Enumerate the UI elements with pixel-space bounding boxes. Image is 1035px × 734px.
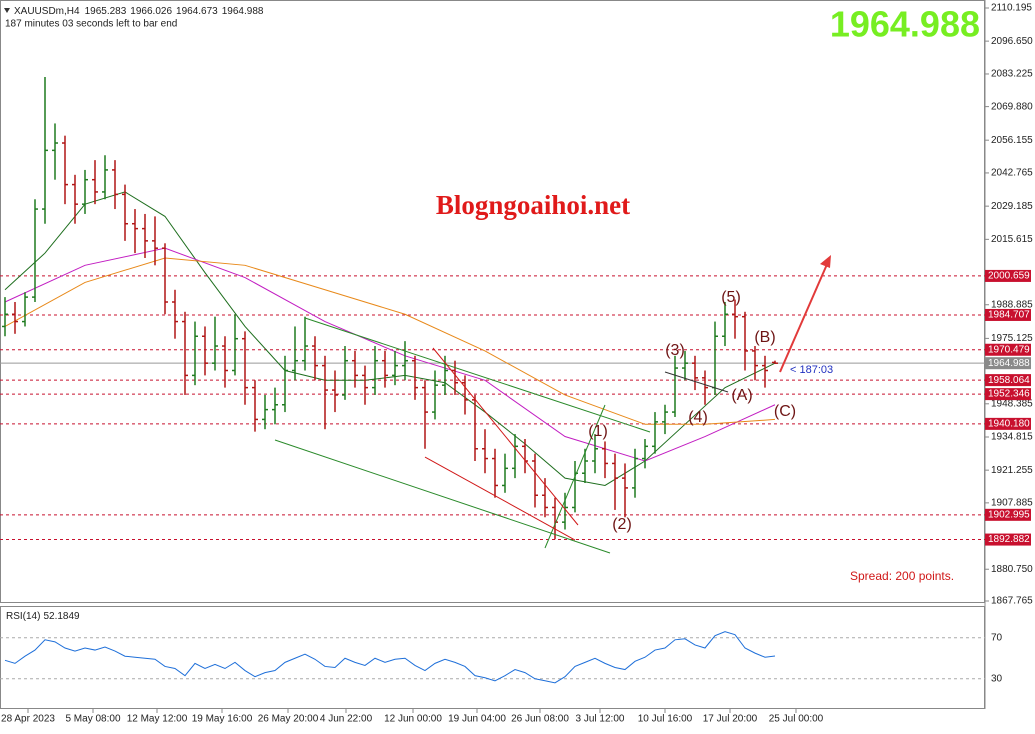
level-label: 1984.707	[988, 310, 1030, 321]
y-tick-label: 2029.185	[991, 201, 1033, 212]
annotations	[274, 255, 831, 554]
wave-label: (4)	[688, 409, 708, 426]
level-label-bg	[985, 417, 1031, 430]
x-tick-label: 28 Apr 2023	[1, 714, 55, 725]
y-tick-label: 1975.125	[991, 333, 1033, 344]
x-tick-label: 25 Jul 00:00	[769, 714, 824, 725]
y-tick-label: 2015.615	[991, 234, 1033, 245]
rsi-value: 52.1849	[43, 611, 80, 622]
x-tick-label: 19 May 16:00	[192, 714, 253, 725]
spread: Spread: 200 points.	[850, 569, 954, 583]
y-tick-label: 30	[991, 673, 1003, 684]
high: 1966.026	[130, 6, 172, 17]
trend-line	[664, 371, 729, 393]
rsi-title: RSI(14)	[6, 611, 40, 622]
level-label: 1892.882	[988, 534, 1030, 545]
rsi-label: RSI(14) 52.1849	[6, 611, 80, 622]
x-tick-label: 19 Jun 04:00	[448, 714, 506, 725]
trend-line	[424, 456, 576, 541]
y-tick-label: 1880.750	[991, 564, 1033, 575]
y-tick-label: 1867.765	[991, 596, 1033, 607]
y-tick-label: 2083.225	[991, 69, 1033, 80]
x-tick-label: 4 Jun 22:00	[320, 714, 373, 725]
level-label: 1940.180	[988, 419, 1030, 430]
main-panel	[0, 0, 985, 603]
level-label-bg	[985, 533, 1031, 546]
trend-line	[304, 317, 651, 433]
y-tick-label: 2056.155	[991, 135, 1033, 146]
y-tick-label: 1934.815	[991, 432, 1033, 443]
bar-timer: 187 minutes 03 seconds left to bar end	[5, 19, 177, 30]
y-tick-label: 1921.255	[991, 465, 1033, 476]
wave-label: (A)	[731, 387, 752, 404]
wave-label: (3)	[665, 342, 685, 359]
x-tick-label: 5 May 08:00	[65, 714, 120, 725]
x-tick-label: 12 Jun 00:00	[384, 714, 442, 725]
current-price-bg	[985, 357, 1031, 370]
open: 1965.283	[85, 6, 127, 17]
level-label-bg	[985, 374, 1031, 387]
arrow-shaft	[779, 261, 829, 373]
moving-average	[4, 191, 776, 486]
x-tick-label: 12 May 12:00	[127, 714, 188, 725]
trend-line	[274, 439, 611, 554]
menu-icon	[4, 8, 10, 13]
current-price: 1964.988	[830, 4, 980, 45]
header: XAUUSDm,H4 1965.283 1966.026 1964.673 1964.9…	[14, 6, 264, 17]
x-tick-label: 26 May 20:00	[258, 714, 319, 725]
low: 1964.673	[176, 6, 218, 17]
level-label: 1902.995	[988, 509, 1030, 520]
y-tick-label: 1988.885	[991, 299, 1033, 310]
y-tick-label: 2042.765	[991, 168, 1033, 179]
moving-average	[4, 247, 776, 462]
wave-label: (C)	[774, 403, 796, 420]
wave-label: (1)	[588, 423, 608, 440]
level-label-bg	[985, 269, 1031, 282]
y-tick-label: 2069.880	[991, 101, 1033, 112]
level-label: 1952.346	[988, 389, 1030, 400]
trend-line	[432, 347, 579, 526]
y-tick-label: 1907.885	[991, 498, 1033, 509]
y-tick-label: 70	[991, 632, 1003, 643]
wave-label: (5)	[721, 289, 741, 306]
arrow-head	[820, 255, 831, 268]
trend-line	[544, 404, 606, 549]
symbol: XAUUSDm,H4	[14, 6, 80, 17]
moving-average	[4, 257, 776, 425]
x-tick-label: 26 Jun 08:00	[511, 714, 569, 725]
current-price-label: 1964.988	[988, 358, 1030, 369]
rsi-panel	[0, 606, 985, 709]
close: 1964.988	[222, 6, 264, 17]
level-label-bg	[985, 508, 1031, 521]
level-label-bg	[985, 343, 1031, 356]
x-tick-label: 3 Jul 12:00	[576, 714, 625, 725]
y-tick-label: 1948.385	[991, 398, 1033, 409]
level-label-bg	[985, 308, 1031, 321]
y-tick-label: 2096.650	[991, 36, 1033, 47]
rsi-line	[4, 631, 776, 684]
wave-label: (2)	[612, 516, 632, 533]
level-label: 1970.479	[988, 344, 1030, 355]
y-tick-label: 2110.195	[991, 3, 1032, 14]
level-label: 1958.064	[988, 375, 1030, 386]
level-label-bg	[985, 388, 1031, 401]
countdown: < 187:03	[790, 364, 833, 376]
level-label: 2000.659	[988, 271, 1030, 282]
x-tick-label: 17 Jul 20:00	[703, 714, 758, 725]
x-tick-label: 10 Jul 16:00	[638, 714, 693, 725]
wave-label: (B)	[754, 329, 775, 346]
watermark: Blogngoaihoi.net	[436, 190, 630, 220]
